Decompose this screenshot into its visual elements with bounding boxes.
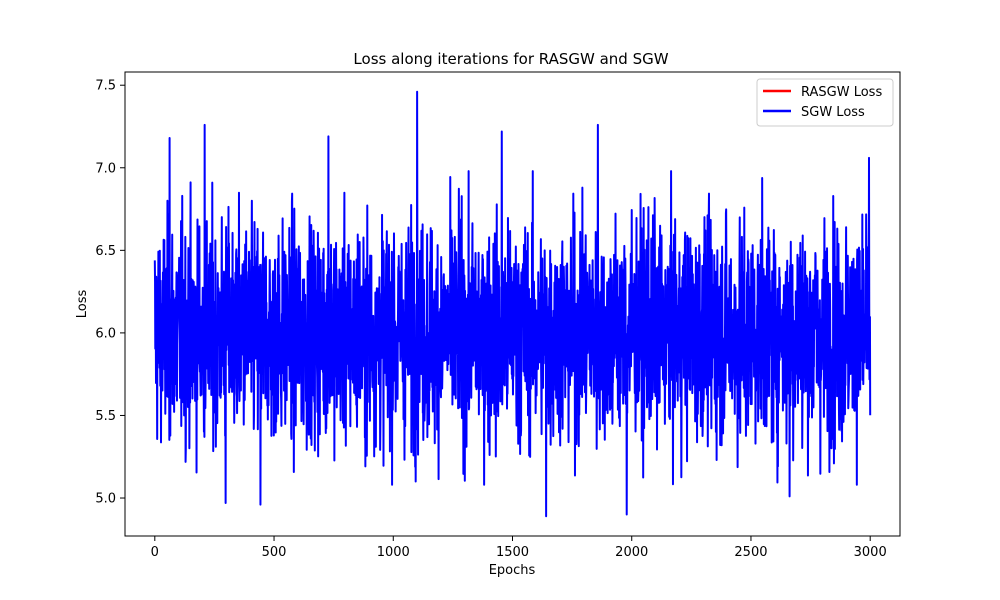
y-tick-label: 5.5 [95,409,116,424]
y-tick-label: 5.0 [95,492,116,507]
x-tick-label: 3000 [854,545,887,560]
y-axis: 5.0 5.5 6.0 6.5 7.0 7.5 [95,79,125,507]
y-tick-label: 6.0 [95,326,116,341]
chart-title: Loss along iterations for RASGW and SGW [353,50,668,68]
x-tick-label: 2500 [734,545,767,560]
legend: RASGW Loss SGW Loss [756,78,894,127]
series-line-sgw-loss [153,90,872,518]
x-tick-label: 1000 [377,545,410,560]
x-tick-label: 2000 [615,545,648,560]
legend-label-sgw: SGW Loss [801,105,865,120]
y-tick-label: 7.0 [95,161,116,176]
y-tick-label: 7.5 [95,79,116,94]
x-axis-title: Epochs [489,563,536,578]
plot-area [153,90,872,518]
x-tick-label: 1500 [496,545,529,560]
x-axis: 0 500 1000 1500 2000 2500 3000 [151,536,887,560]
y-axis-title: Loss [75,290,90,319]
x-tick-label: 500 [262,545,287,560]
legend-label-rasgw: RASGW Loss [801,85,882,100]
x-tick-label: 0 [151,545,159,560]
y-tick-label: 6.5 [95,244,116,259]
